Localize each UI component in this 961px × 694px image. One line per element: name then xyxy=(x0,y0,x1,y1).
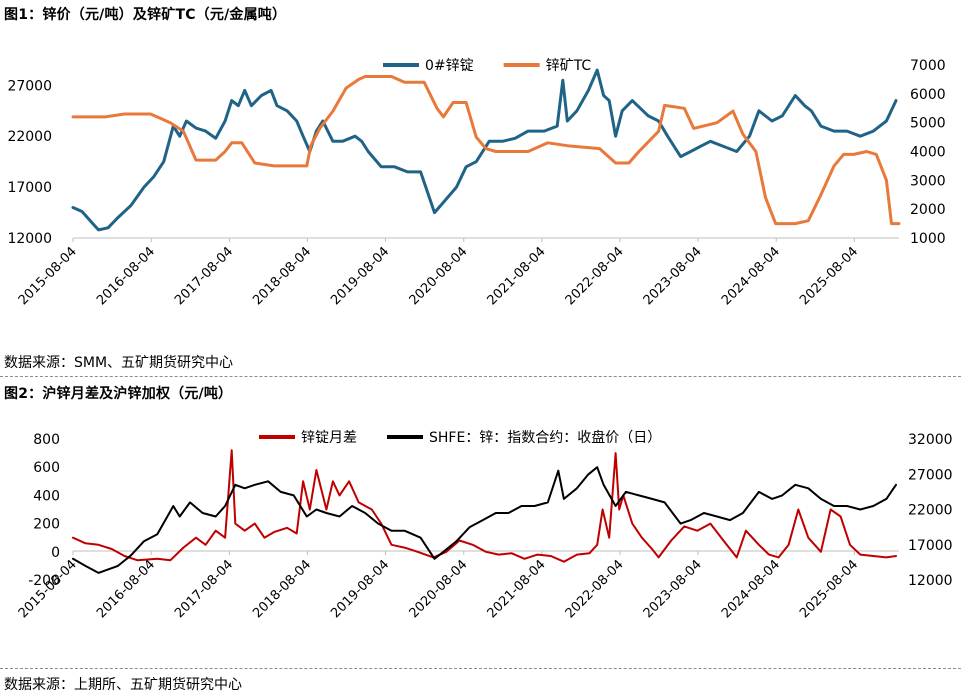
legend-label-1: 0#锌锭 xyxy=(425,58,474,74)
x-tick-label: 2019-08-04 xyxy=(328,244,392,308)
y-right-tick-label: 5000 xyxy=(910,116,946,132)
x-tick-label: 2015-08-04 xyxy=(16,244,80,308)
figure1-title: 图1：锌价（元/吨）及锌矿TC（元/金属吨） xyxy=(4,7,287,23)
x-tick-label: 2018-08-04 xyxy=(250,557,314,621)
legend-label-1: 锌锭月差 xyxy=(301,430,357,446)
series-line-2 xyxy=(72,466,897,574)
x-tick-label: 2022-08-04 xyxy=(563,557,627,621)
y-right-tick-label: 17000 xyxy=(908,538,953,554)
x-tick-label: 2016-08-04 xyxy=(94,557,158,621)
y-left-tick-label: 200 xyxy=(33,517,60,533)
y-left-tick-label: 800 xyxy=(33,432,60,448)
x-tick-label: 2020-08-04 xyxy=(407,557,471,621)
y-left-tick-label: 600 xyxy=(33,460,60,476)
y-left-tick-label: 22000 xyxy=(7,129,52,145)
x-tick-label: 2025-08-04 xyxy=(797,244,861,308)
x-tick-label: 2021-08-04 xyxy=(485,244,549,308)
y-right-tick-label: 22000 xyxy=(908,503,953,519)
y-right-tick-label: 32000 xyxy=(908,432,953,448)
figure2-title: 图2：沪锌月差及沪锌加权（元/吨） xyxy=(4,386,233,402)
chart-zinc-price-tc: 2015-08-04 2016-08-04 2017-08-04 2018-08-04… xyxy=(7,58,946,308)
figure2-source: 数据来源：上期所、五矿期货研究中心 xyxy=(4,677,242,693)
y-left-tick-label: 12000 xyxy=(7,231,52,247)
x-tick-label: 2025-08-04 xyxy=(797,557,861,621)
x-tick-label: 2018-08-04 xyxy=(250,244,314,308)
x-tick-label: 2021-08-04 xyxy=(485,557,549,621)
x-tick-label: 2017-08-04 xyxy=(172,557,236,621)
legend-label-2: 锌矿TC xyxy=(546,58,592,74)
x-tick-label: 2023-08-04 xyxy=(641,244,705,308)
y-right-tick-label: 7000 xyxy=(910,58,946,74)
x-tick-label: 2016-08-04 xyxy=(94,244,158,308)
x-tick-label: 2022-08-04 xyxy=(563,244,627,308)
y-left-tick-label: 17000 xyxy=(7,180,52,196)
y-left-tick-label: -200 xyxy=(28,573,60,589)
x-tick-label: 2024-08-04 xyxy=(719,244,783,308)
series-line-2 xyxy=(71,75,901,226)
section-divider xyxy=(0,376,961,377)
x-tick-label: 2019-08-04 xyxy=(328,557,392,621)
y-right-tick-label: 3000 xyxy=(910,173,946,189)
figure1-source: 数据来源：SMM、五矿期货研究中心 xyxy=(4,355,234,371)
y-right-tick-label: 2000 xyxy=(910,202,946,218)
y-right-tick-label: 12000 xyxy=(908,573,953,589)
series-line-1 xyxy=(72,449,897,563)
series-line-1 xyxy=(71,68,898,232)
chart-zinc-spread-shfe: 2015-08-04 2016-08-04 2017-08-04 2018-08-04… xyxy=(16,429,953,621)
legend-label-2: SHFE：锌：指数合约：收盘价（日） xyxy=(429,429,661,446)
y-left-tick-label: 27000 xyxy=(7,78,52,94)
y-right-tick-label: 27000 xyxy=(908,467,953,483)
y-right-tick-label: 1000 xyxy=(910,231,946,247)
y-right-tick-label: 4000 xyxy=(910,145,946,161)
y-left-tick-label: 400 xyxy=(33,488,60,504)
y-right-tick-label: 6000 xyxy=(910,87,946,103)
source-divider xyxy=(0,668,961,669)
x-tick-label: 2023-08-04 xyxy=(641,557,705,621)
x-tick-label: 2020-08-04 xyxy=(407,244,471,308)
x-tick-label: 2017-08-04 xyxy=(172,244,236,308)
y-left-tick-label: 0 xyxy=(51,545,60,561)
x-tick-label: 2015-08-04 xyxy=(16,557,80,621)
x-tick-label: 2024-08-04 xyxy=(719,557,783,621)
